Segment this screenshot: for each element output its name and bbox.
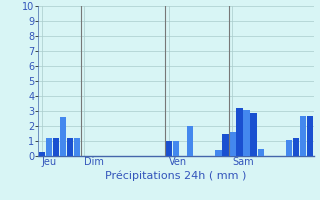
Bar xyxy=(307,116,313,156)
Bar xyxy=(53,138,59,156)
Bar xyxy=(286,140,292,156)
Bar xyxy=(244,110,250,156)
Bar xyxy=(229,132,236,156)
Bar xyxy=(222,134,228,156)
Bar xyxy=(187,126,193,156)
Bar xyxy=(173,141,179,156)
Bar xyxy=(74,138,80,156)
Bar xyxy=(46,138,52,156)
Bar xyxy=(251,112,257,156)
Bar xyxy=(293,138,299,156)
Bar xyxy=(166,141,172,156)
Bar xyxy=(67,138,73,156)
Bar xyxy=(215,150,221,156)
Bar xyxy=(300,116,306,156)
Bar xyxy=(39,152,45,156)
X-axis label: Précipitations 24h ( mm ): Précipitations 24h ( mm ) xyxy=(105,170,247,181)
Bar xyxy=(236,108,243,156)
Bar xyxy=(258,148,264,156)
Bar xyxy=(60,117,66,156)
